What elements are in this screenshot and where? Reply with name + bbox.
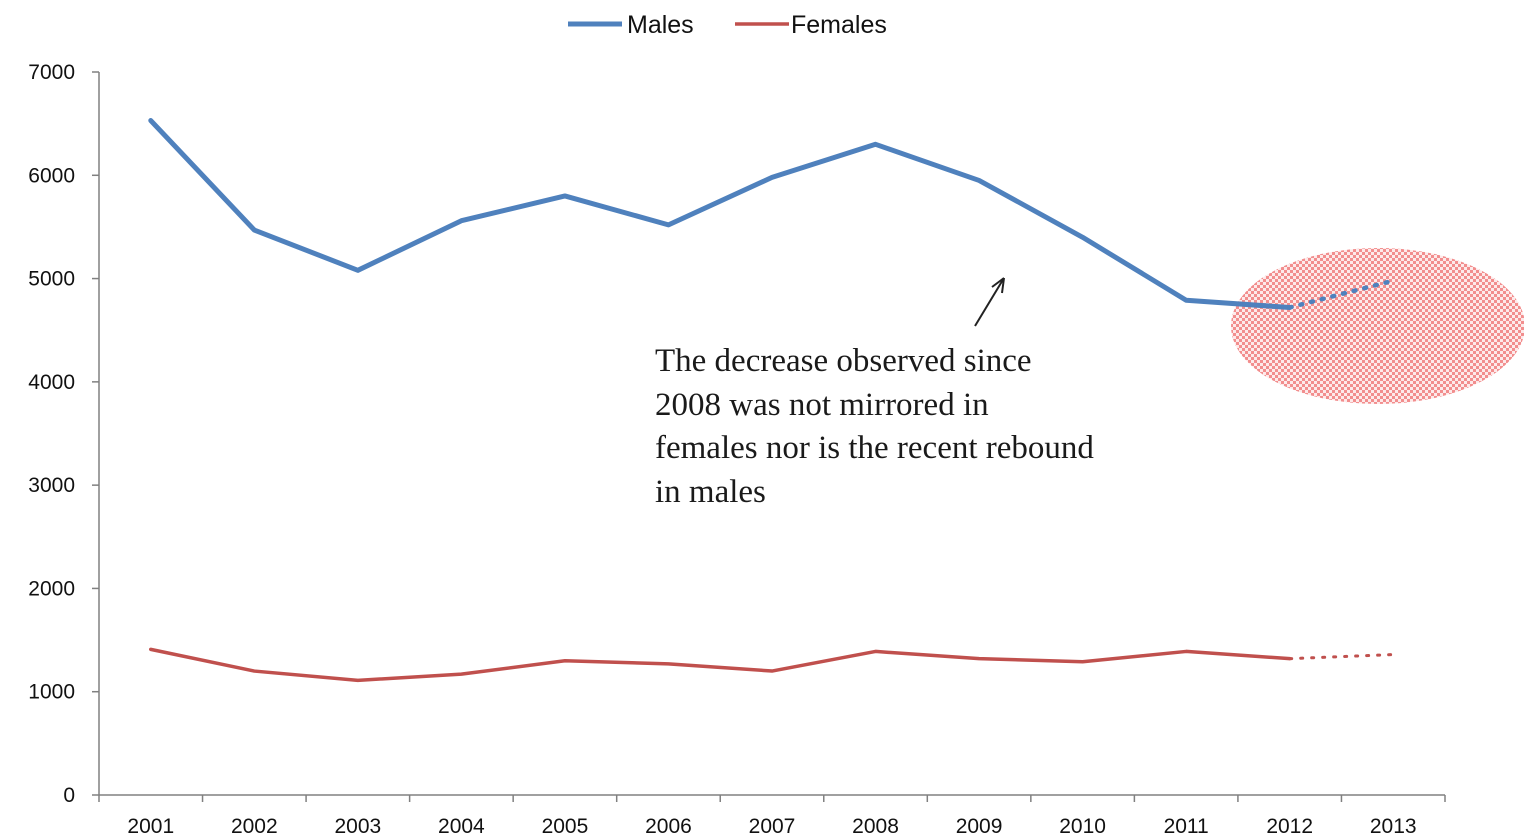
y-tick-label: 1000 — [28, 681, 75, 704]
x-tick-label: 2003 — [334, 815, 381, 838]
legend: Males Females — [568, 11, 887, 39]
x-tick-label: 2001 — [127, 815, 174, 838]
legend-label-females: Females — [791, 11, 887, 39]
series-layer — [148, 118, 1396, 683]
x-tick-label: 2010 — [1059, 815, 1106, 838]
x-tick-label: 2004 — [438, 815, 485, 838]
annotation-text: The decrease observed since 2008 was not… — [655, 343, 1094, 510]
y-tick-label: 0 — [63, 784, 75, 807]
x-tick-label: 2002 — [231, 815, 278, 838]
y-tick-label: 5000 — [28, 268, 75, 291]
y-tick-label: 2000 — [28, 577, 75, 600]
x-tick-label: 2009 — [956, 815, 1003, 838]
x-tick-label: 2013 — [1370, 815, 1417, 838]
series-line-males — [148, 118, 1293, 310]
x-tick-label: 2007 — [749, 815, 796, 838]
y-tick-label: 3000 — [28, 474, 75, 497]
series-projection-females — [1288, 653, 1395, 661]
x-tick-label: 2012 — [1266, 815, 1313, 838]
x-tick-label: 2006 — [645, 815, 692, 838]
legend-label-males: Males — [627, 11, 694, 39]
x-tick-label: 2008 — [852, 815, 899, 838]
x-tick-label: 2011 — [1164, 815, 1209, 838]
y-tick-label: 4000 — [28, 371, 75, 394]
x-tick-label: 2005 — [542, 815, 589, 838]
y-tick-label: 7000 — [28, 61, 75, 84]
series-line-females — [149, 647, 1292, 683]
y-tick-label: 6000 — [28, 164, 75, 187]
series-projection-males — [1287, 278, 1396, 310]
projection-highlight-ellipse — [1231, 248, 1524, 404]
axes: 0 1000 2000 3000 4000 5000 6000 7000 2001 2002 200… — [28, 61, 1446, 838]
annotation-arrow — [974, 277, 1005, 327]
